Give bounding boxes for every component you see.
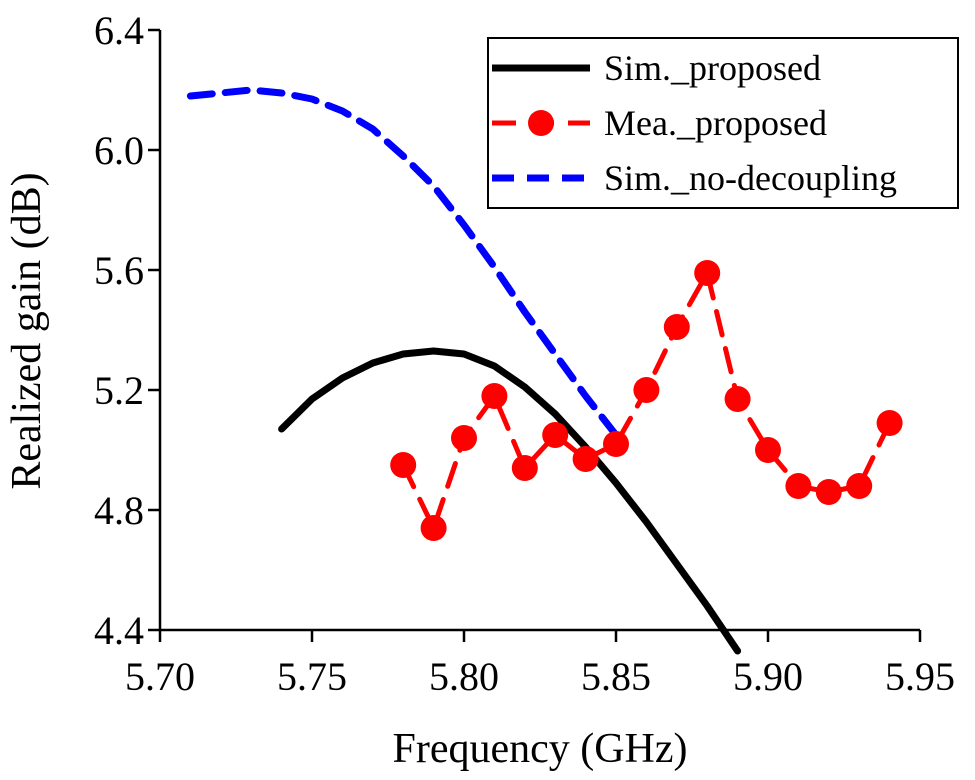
data-point-mea-proposed [481, 383, 508, 409]
legend: Sim._proposed Mea._proposed Sim._no-decoup… [487, 37, 959, 209]
x-tick-label: 5.75 [277, 654, 347, 699]
x-tick-label: 5.70 [125, 654, 195, 699]
data-point-mea-proposed [876, 410, 903, 436]
y-tick-label: 4.4 [94, 608, 144, 653]
legend-label-sim-proposed: Sim._proposed [604, 48, 821, 88]
x-tick-label: 5.95 [885, 654, 955, 699]
plot-axes: 5.70 5.75 5.80 5.85 5.90 5.95 4.4 4.8 5.2 5.6 6.0 6… [94, 8, 955, 699]
data-point-mea-proposed [603, 431, 629, 457]
data-point-mea-proposed [815, 479, 842, 505]
data-point-mea-proposed [542, 422, 569, 448]
legend-label-mea-proposed: Mea._proposed [604, 103, 827, 143]
legend-marker-mea-proposed [528, 110, 554, 136]
series-line-sim-no-decoupling [186, 86, 620, 439]
data-point-mea-proposed [785, 473, 812, 499]
y-tick-label: 4.8 [94, 488, 144, 533]
data-point-mea-proposed [420, 515, 447, 541]
y-tick-label: 6.0 [94, 128, 144, 173]
x-axis-label: Frequency (GHz) [392, 726, 687, 772]
x-tick-label: 5.90 [733, 654, 803, 699]
data-point-mea-proposed [663, 314, 690, 340]
y-tick-label: 5.6 [94, 248, 144, 293]
y-tick-label: 5.2 [94, 368, 144, 413]
y-axis-label: Realized gain (dB) [4, 172, 50, 489]
y-tick-label: 6.4 [94, 8, 144, 53]
data-point-mea-proposed [846, 473, 873, 499]
data-point-mea-proposed [755, 437, 781, 463]
data-point-mea-proposed [511, 455, 538, 481]
data-point-mea-proposed [633, 377, 660, 403]
data-point-mea-proposed [572, 446, 599, 472]
data-point-mea-proposed [451, 425, 477, 451]
x-tick-label: 5.80 [429, 654, 499, 699]
data-point-mea-proposed [694, 260, 721, 286]
x-tick-label: 5.85 [581, 654, 651, 699]
data-point-mea-proposed [724, 386, 751, 412]
legend-label-sim-no-decoupling: Sim._no-decoupling [604, 158, 897, 198]
data-point-mea-proposed [390, 452, 417, 478]
series-line-sim-proposed [278, 347, 742, 655]
plot-series [186, 86, 903, 655]
